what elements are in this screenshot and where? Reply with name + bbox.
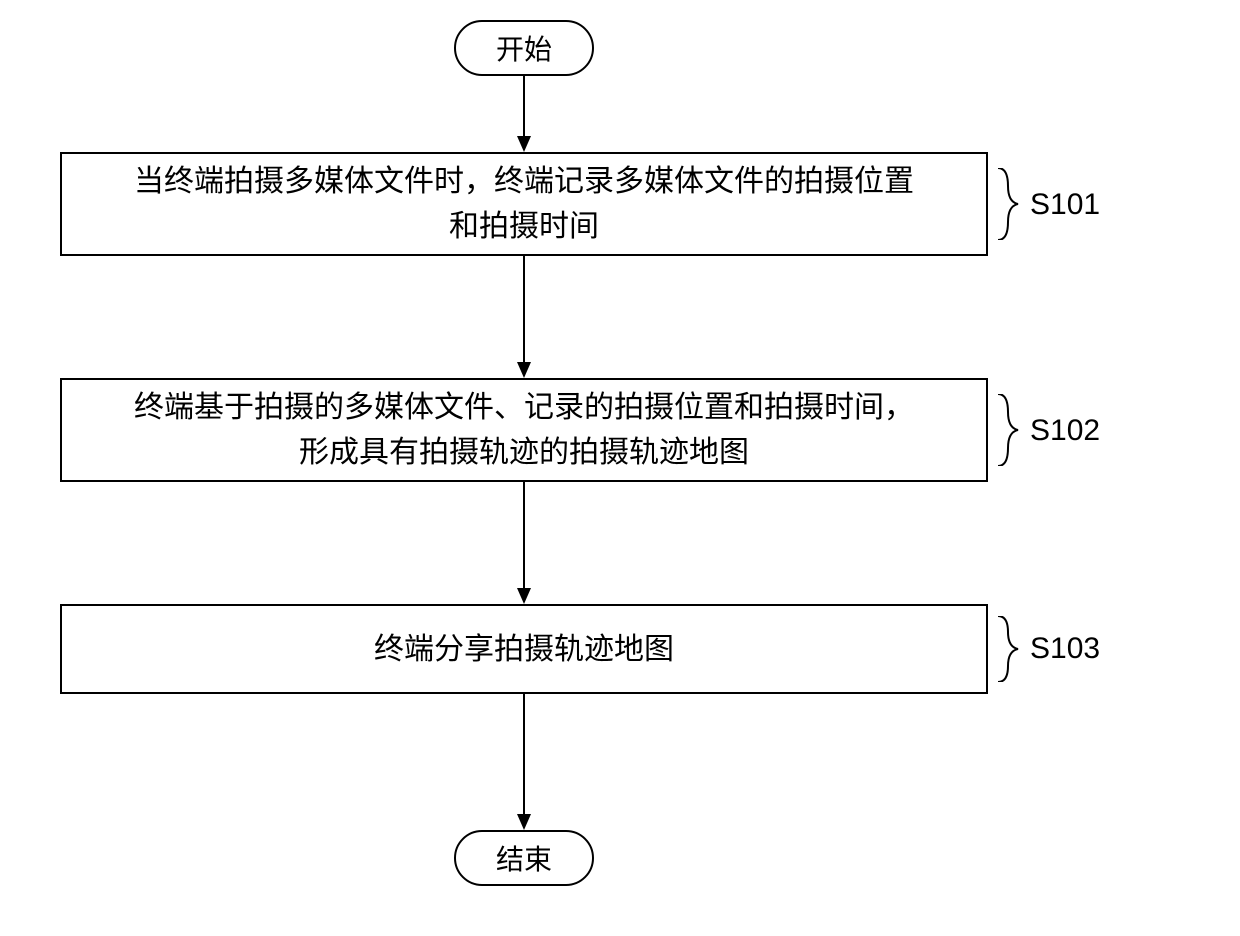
curly-s101 xyxy=(994,168,1022,240)
label-s102: S102 xyxy=(1030,414,1100,448)
start-node: 开始 xyxy=(454,20,594,76)
arrow-s102-s103 xyxy=(514,482,534,604)
process-s101-text: 当终端拍摄多媒体文件时，终端记录多媒体文件的拍摄位置 和拍摄时间 xyxy=(134,159,914,249)
start-label: 开始 xyxy=(496,28,552,68)
process-s101: 当终端拍摄多媒体文件时，终端记录多媒体文件的拍摄位置 和拍摄时间 xyxy=(60,152,988,256)
process-s103-text: 终端分享拍摄轨迹地图 xyxy=(374,627,674,672)
arrow-s103-end xyxy=(514,694,534,830)
label-s103: S103 xyxy=(1030,632,1100,666)
process-s102: 终端基于拍摄的多媒体文件、记录的拍摄位置和拍摄时间， 形成具有拍摄轨迹的拍摄轨迹… xyxy=(60,378,988,482)
arrow-start-s101 xyxy=(514,76,534,152)
end-node: 结束 xyxy=(454,830,594,886)
end-label: 结束 xyxy=(496,838,552,878)
label-s101: S101 xyxy=(1030,188,1100,222)
process-s102-text: 终端基于拍摄的多媒体文件、记录的拍摄位置和拍摄时间， 形成具有拍摄轨迹的拍摄轨迹… xyxy=(134,385,914,475)
process-s103: 终端分享拍摄轨迹地图 xyxy=(60,604,988,694)
curly-s103 xyxy=(994,616,1022,682)
arrow-s101-s102 xyxy=(514,256,534,378)
curly-s102 xyxy=(994,394,1022,466)
flowchart-container: 开始 当终端拍摄多媒体文件时，终端记录多媒体文件的拍摄位置 和拍摄时间 S101… xyxy=(0,0,1240,936)
